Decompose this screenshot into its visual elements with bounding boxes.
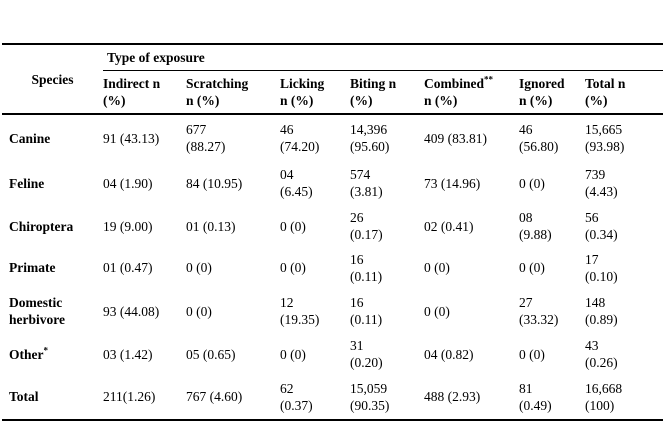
- data-cell: 488 (2.93): [424, 389, 481, 404]
- data-cell: 211(1.26): [103, 389, 156, 404]
- data-cell: 04 (0.82): [424, 346, 474, 362]
- type-of-exposure-header: Type of exposure: [103, 44, 664, 71]
- data-cell: 03 (1.42): [103, 346, 153, 362]
- data-cell: 0 (0): [186, 303, 212, 319]
- data-cell: 46 (74.20): [280, 122, 320, 154]
- data-cell: 46 (56.80): [519, 122, 559, 154]
- data-cell: 08 (9.88): [519, 210, 552, 242]
- footnote-marker-asterisk: *: [43, 345, 49, 355]
- data-cell: 26 (0.17): [350, 210, 383, 242]
- column-header-combined: Combined** n (%): [424, 70, 519, 115]
- data-cell: 0 (0): [519, 260, 545, 275]
- data-cell: 91 (43.13): [103, 130, 160, 146]
- column-header-scratching: Scratching n (%): [186, 70, 280, 115]
- data-cell: 73 (14.96): [424, 175, 481, 191]
- table-row-chiroptera: Chiroptera 19 (9.00) 01 (0.13) 0 (0) 26 …: [2, 205, 663, 247]
- data-cell: 31 (0.20): [350, 338, 383, 370]
- data-cell: 81 (0.49): [519, 380, 552, 413]
- data-cell: 0 (0): [424, 303, 450, 319]
- data-cell: 01 (0.13): [186, 218, 236, 234]
- data-cell: 16 (0.11): [350, 295, 383, 327]
- column-header-ignored: Ignored n (%): [519, 70, 585, 115]
- data-cell: 56 (0.34): [585, 210, 618, 242]
- footnote-marker-double-asterisk: **: [484, 74, 494, 85]
- data-cell: 0 (0): [424, 260, 450, 275]
- data-cell: 0 (0): [519, 175, 545, 191]
- table-row-other: Other* 03 (1.42) 05 (0.65) 0 (0) 31 (0.2…: [2, 334, 663, 374]
- data-cell: 0 (0): [186, 260, 212, 275]
- data-cell: 148 (0.89): [585, 295, 618, 327]
- data-cell: 19 (9.00): [103, 218, 153, 234]
- table-row-total: Total 211(1.26) 767 (4.60) 62 (0.37) 15,…: [2, 374, 663, 420]
- species-cell: Primate: [9, 260, 56, 275]
- species-exposure-table: Species Type of exposure Indirect n (%) …: [2, 43, 664, 421]
- species-cell: Canine: [9, 130, 51, 146]
- table-row-canine: Canine 91 (43.13) 677 (88.27) 46 (74.20)…: [2, 114, 663, 161]
- data-cell: 93 (44.08): [103, 303, 160, 319]
- table-row-feline: Feline 04 (1.90) 84 (10.95) 04 (6.45) 57…: [2, 161, 663, 205]
- data-cell: 04 (6.45): [280, 167, 313, 199]
- data-cell: 574 (3.81): [350, 167, 383, 199]
- species-cell: Other*: [2, 334, 103, 374]
- data-cell: 409 (83.81): [424, 130, 487, 146]
- species-column-header: Species: [2, 44, 103, 115]
- species-cell: Domestic herbivore: [9, 295, 65, 327]
- column-header-licking: Licking n (%): [280, 70, 350, 115]
- data-cell: 767 (4.60): [186, 389, 243, 404]
- data-cell: 15,059 (90.35): [350, 380, 390, 413]
- data-cell: 84 (10.95): [186, 175, 243, 191]
- data-cell: 16,668 (100): [585, 380, 623, 413]
- species-cell: Total: [9, 389, 39, 404]
- data-cell: 17 (0.10): [585, 251, 618, 284]
- data-cell: 12 (19.35): [280, 295, 320, 327]
- table-row-domestic-herbivore: Domestic herbivore 93 (44.08) 0 (0) 12 (…: [2, 288, 663, 334]
- data-cell: 02 (0.41): [424, 218, 474, 234]
- data-cell: 16 (0.11): [350, 251, 383, 284]
- column-header-combined-unit: n (%): [424, 92, 458, 108]
- column-header-row: Indirect n (%) Scratching n (%) Licking …: [2, 70, 664, 115]
- species-cell: Feline: [9, 175, 45, 191]
- column-header-indirect: Indirect n (%): [103, 70, 186, 115]
- data-cell: 677 (88.27): [186, 122, 226, 154]
- data-cell: 0 (0): [519, 346, 545, 362]
- data-cell: 43 (0.26): [585, 338, 618, 370]
- species-cell: Chiroptera: [9, 218, 74, 234]
- data-cell: 01 (0.47): [103, 260, 153, 275]
- data-cell: 0 (0): [280, 260, 306, 275]
- data-cell: 0 (0): [280, 218, 306, 234]
- data-cell: 05 (0.65): [186, 346, 236, 362]
- column-header-total: Total n (%): [585, 70, 664, 115]
- column-header-biting: Biting n (%): [350, 70, 424, 115]
- data-cell: 04 (1.90): [103, 175, 153, 191]
- group-header-row: Species Type of exposure: [2, 44, 664, 115]
- data-cell: 15,665 (93.98): [585, 122, 625, 154]
- data-cell: 27 (33.32): [519, 295, 559, 327]
- column-header-combined-text: Combined: [424, 75, 485, 91]
- table-row-primate: Primate 01 (0.47) 0 (0) 0 (0) 16 (0.11) …: [2, 247, 663, 288]
- data-cell: 14,396 (95.60): [350, 122, 390, 154]
- species-name: Other: [9, 346, 44, 362]
- data-cell: 62 (0.37): [280, 380, 313, 413]
- data-cell: 739 (4.43): [585, 167, 618, 199]
- data-cell: 0 (0): [280, 346, 306, 362]
